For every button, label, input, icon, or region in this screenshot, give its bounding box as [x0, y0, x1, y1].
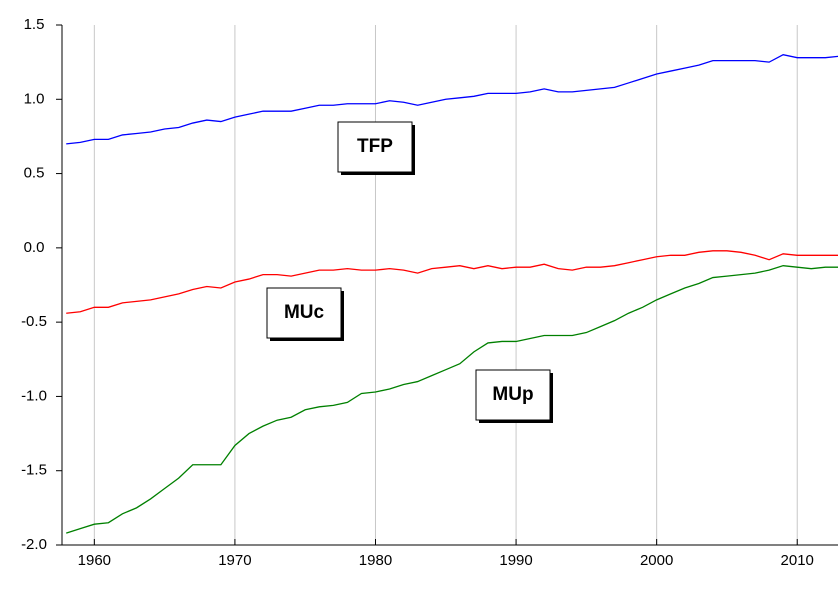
series-line — [66, 250, 838, 314]
x-tick-label: 2010 — [781, 552, 814, 569]
y-tick-label: 1.0 — [24, 90, 45, 107]
x-tick-label: 2000 — [640, 552, 673, 569]
y-tick-label: -2.0 — [21, 536, 47, 553]
series-line — [66, 54, 838, 145]
y-tick-label: 0.5 — [24, 165, 45, 182]
x-tick-label: 1980 — [359, 552, 392, 569]
y-tick-label: 0.0 — [24, 239, 45, 256]
series-label: MUp — [492, 384, 533, 405]
x-tick-label: 1960 — [78, 552, 111, 569]
y-tick-label: -1.0 — [21, 387, 47, 404]
x-tick-label: 1990 — [499, 552, 532, 569]
x-tick-label: 1970 — [218, 552, 251, 569]
label-box — [475, 369, 551, 421]
series-label: MUc — [284, 302, 325, 323]
label-box — [337, 121, 413, 173]
series-label: TFP — [357, 136, 393, 157]
y-tick-label: -0.5 — [21, 313, 47, 330]
y-tick-label: -1.5 — [21, 462, 47, 479]
series-line — [66, 265, 838, 534]
y-tick-label: 1.5 — [24, 16, 45, 33]
label-box — [266, 287, 342, 339]
